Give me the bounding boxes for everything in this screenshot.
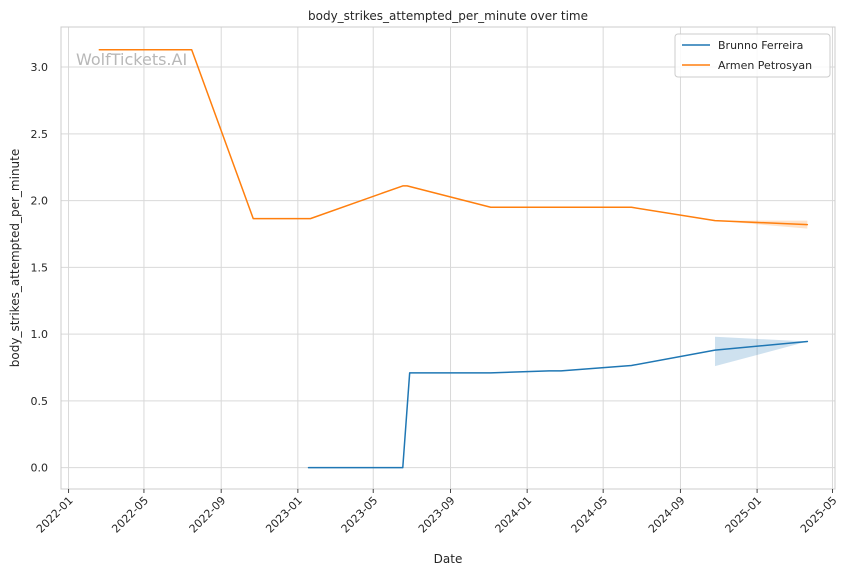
confidence-bands	[715, 220, 808, 367]
x-tick-label: 2023-05	[339, 494, 381, 536]
x-tick-label: 2024-09	[646, 494, 688, 536]
x-tick-label: 2022-01	[34, 494, 76, 536]
legend-label-armen-petrosyan: Armen Petrosyan	[718, 59, 812, 72]
y-tick-label: 0.0	[31, 462, 49, 475]
x-tick-label: 2022-09	[187, 494, 229, 536]
x-tick-labels: 2022-01 2022-05 2022-09 2023-01 2023-05 2023-…	[34, 489, 840, 536]
y-tick-label: 0.5	[31, 395, 49, 408]
y-tick-label: 2.0	[31, 195, 49, 208]
legend-box	[674, 33, 831, 78]
band-armen-petrosyan	[715, 220, 808, 229]
y-tick-label: 2.5	[31, 128, 49, 141]
x-tick-label: 2023-09	[416, 494, 458, 536]
x-tick-label: 2023-01	[263, 494, 305, 536]
series-lines	[98, 48, 809, 469]
x-tick-label: 2022-05	[109, 494, 151, 536]
x-tick-label: 2024-01	[493, 494, 535, 536]
legend-label-brunno-ferreira: Brunno Ferreira	[718, 39, 803, 52]
y-axis-label: body_strikes_attempted_per_minute	[8, 149, 22, 367]
y-tick-label: 1.0	[31, 328, 49, 341]
grid	[61, 27, 835, 489]
chart-title: body_strikes_attempted_per_minute over t…	[308, 9, 588, 23]
x-tick-label: 2025-05	[798, 494, 840, 536]
x-tick-label: 2025-01	[723, 494, 765, 536]
y-tick-label: 1.5	[31, 261, 49, 274]
x-axis-label: Date	[434, 552, 463, 566]
y-tick-labels: 0.0 0.5 1.0 1.5 2.0 2.5 3.0	[31, 61, 49, 475]
band-brunno-ferreira	[715, 336, 808, 367]
series-line-armen-petrosyan	[98, 48, 809, 226]
legend: Brunno Ferreira Armen Petrosyan	[674, 33, 831, 78]
y-tick-label: 3.0	[31, 61, 49, 74]
watermark: WolfTickets.AI	[76, 50, 187, 69]
plot-frame	[60, 26, 836, 490]
series-line-brunno-ferreira	[307, 340, 809, 469]
x-tick-label: 2024-05	[569, 494, 611, 536]
